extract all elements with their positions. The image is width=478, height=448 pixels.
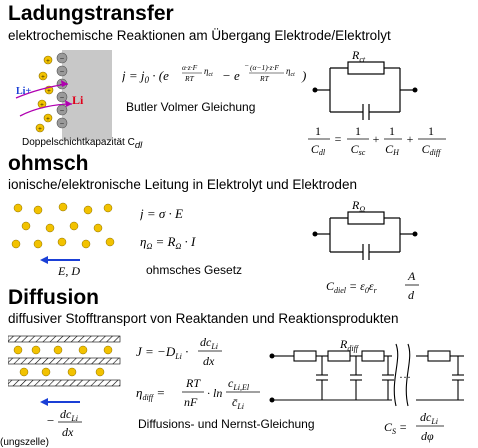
svg-text:+: + [46, 57, 50, 65]
diffusion-ladder-circuit: … Rdiff [269, 337, 464, 407]
svg-text:cLi,El: cLi,El [228, 376, 250, 392]
svg-text:RT: RT [259, 74, 270, 83]
svg-text:A: A [407, 269, 416, 283]
svg-text:(α−1)·z·F: (α−1)·z·F [250, 63, 279, 72]
resistor-ct-label: Rct [351, 50, 366, 64]
svg-text:Cdiel = ε0εr: Cdiel = ε0εr [326, 279, 378, 295]
svg-text:J = −DLi ·: J = −DLi · [136, 344, 188, 361]
svg-text:ηdiff =: ηdiff = [136, 385, 165, 402]
svg-text:1: 1 [428, 124, 434, 138]
title-ohmsch: ohmsch [8, 152, 89, 175]
ohm-equations: j = σ · E ηΩ = RΩ · I [140, 206, 196, 251]
svg-text:dφ: dφ [421, 429, 434, 443]
svg-text:−: − [60, 54, 65, 63]
svg-text:): ) [301, 68, 306, 83]
svg-text:−: − [60, 67, 65, 76]
concentration-gradient-label: − dcLi dx [46, 407, 82, 439]
svg-text:Cdl: Cdl [311, 142, 326, 157]
cutoff-caption: (ungszelle) [0, 437, 49, 448]
svg-text:−: − [60, 93, 65, 102]
svg-text:=: = [335, 132, 342, 146]
butler-volmer-label: Butler Volmer Gleichung [126, 100, 256, 114]
ion-scatter-illustration [11, 202, 115, 264]
svg-text:+: + [47, 87, 51, 95]
li-ion-label: Li+ [16, 86, 31, 97]
svg-text:CH: CH [385, 142, 400, 157]
svg-text:dx: dx [203, 354, 215, 368]
field-label: E, D [58, 264, 80, 278]
li-metal-label: Li [72, 93, 84, 107]
subtitle-ohmsch: ionische/elektronische Leitung in Elektr… [8, 177, 357, 192]
double-layer-capacitance-note: Doppelschichtkapazität Cdl [22, 137, 143, 151]
electrode-interface-illustration: −−− −−− +++ +++ Li+ Li [15, 50, 112, 140]
butler-volmer-equation: j = j0 · (e α·z·F RT ηct − e − (α−1)·z·F… [120, 61, 332, 96]
svg-text:+: + [373, 132, 380, 146]
svg-text:−: − [60, 119, 65, 128]
svg-text:1: 1 [389, 124, 395, 138]
svg-text:−: − [244, 62, 249, 70]
svg-text:+: + [46, 115, 50, 123]
title-ladungstransfer: Ladungstransfer [8, 2, 174, 25]
svg-text:· ln: · ln [207, 386, 222, 400]
svg-text:j = σ · E: j = σ · E [140, 206, 183, 221]
surface-charges [56, 52, 68, 129]
svg-text:RT: RT [184, 74, 195, 83]
svg-text:dcLi: dcLi [60, 407, 78, 423]
subtitle-diffusion: diffusiver Stofftransport von Reaktanden… [8, 311, 399, 326]
svg-text:j = j0 · (e: j = j0 · (e [122, 68, 169, 85]
ohmsch-circuit: RΩ [312, 200, 418, 260]
svg-text:1: 1 [355, 124, 361, 138]
subtitle-ladungstransfer: elektrochemische Reaktionen am Übergang … [8, 28, 391, 43]
svg-text:ηct: ηct [204, 66, 213, 78]
svg-text:1: 1 [315, 124, 321, 138]
svg-text:…: … [399, 367, 411, 381]
svg-text:Cdiff: Cdiff [422, 142, 442, 157]
electrode-block [62, 50, 112, 140]
svg-text:RT: RT [185, 376, 201, 390]
svg-text:− e: − e [222, 68, 240, 83]
fick-equation: J = −DLi · dcLi dx [136, 335, 222, 368]
svg-text:+: + [38, 125, 42, 133]
svg-text:nF: nF [184, 395, 198, 409]
svg-text:d: d [408, 288, 415, 302]
svg-text:−: − [46, 413, 55, 428]
ohm-law-label: ohmsches Gesetz [146, 263, 243, 277]
diffusion-capacitance-equation: CS = dcLi dφ [384, 410, 444, 443]
svg-text:α·z·F: α·z·F [182, 63, 198, 72]
pore-diffusion-illustration [8, 335, 121, 406]
svg-text:dx: dx [62, 425, 74, 439]
svg-text:ηct: ηct [286, 66, 295, 78]
svg-text:RΩ: RΩ [351, 200, 365, 214]
svg-text:ηΩ = RΩ · I: ηΩ = RΩ · I [140, 234, 196, 251]
nernst-label: Diffusions- und Nernst-Gleichung [138, 417, 315, 431]
title-diffusion: Diffusion [8, 286, 99, 309]
svg-text:dcLi: dcLi [200, 335, 218, 351]
capacitance-sum-equation: 1 Cdl = 1 Csc + 1 CH + 1 Cdiff [308, 124, 446, 157]
svg-text:+: + [407, 132, 414, 146]
svg-text:+: + [41, 73, 45, 81]
svg-text:c̄Li: c̄Li [232, 395, 244, 411]
nernst-equation: ηdiff = RT nF · ln cLi,El c̄Li [136, 376, 260, 411]
capacitance-equation: Cdiel = ε0εr A d [326, 269, 419, 302]
ladung-circuit: Rct [312, 50, 418, 120]
svg-text:Csc: Csc [351, 142, 366, 157]
svg-text:Rdiff: Rdiff [339, 337, 360, 353]
svg-text:dcLi: dcLi [420, 410, 438, 426]
svg-text:+: + [40, 101, 44, 109]
svg-text:CS =: CS = [384, 420, 407, 436]
svg-text:−: − [60, 106, 65, 115]
